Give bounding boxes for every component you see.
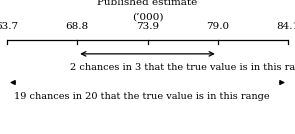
Text: 2 chances in 3 that the true value is in this range: 2 chances in 3 that the true value is in… — [71, 63, 295, 72]
Text: 79.0: 79.0 — [206, 22, 229, 31]
Text: 68.8: 68.8 — [66, 22, 89, 31]
Text: 19 chances in 20 that the true value is in this range: 19 chances in 20 that the true value is … — [14, 92, 270, 101]
Text: 84.1: 84.1 — [276, 22, 295, 31]
Text: Published estimate: Published estimate — [97, 0, 198, 7]
Text: 63.7: 63.7 — [0, 22, 19, 31]
Text: 73.9: 73.9 — [136, 22, 159, 31]
Text: (’000): (’000) — [132, 13, 163, 22]
